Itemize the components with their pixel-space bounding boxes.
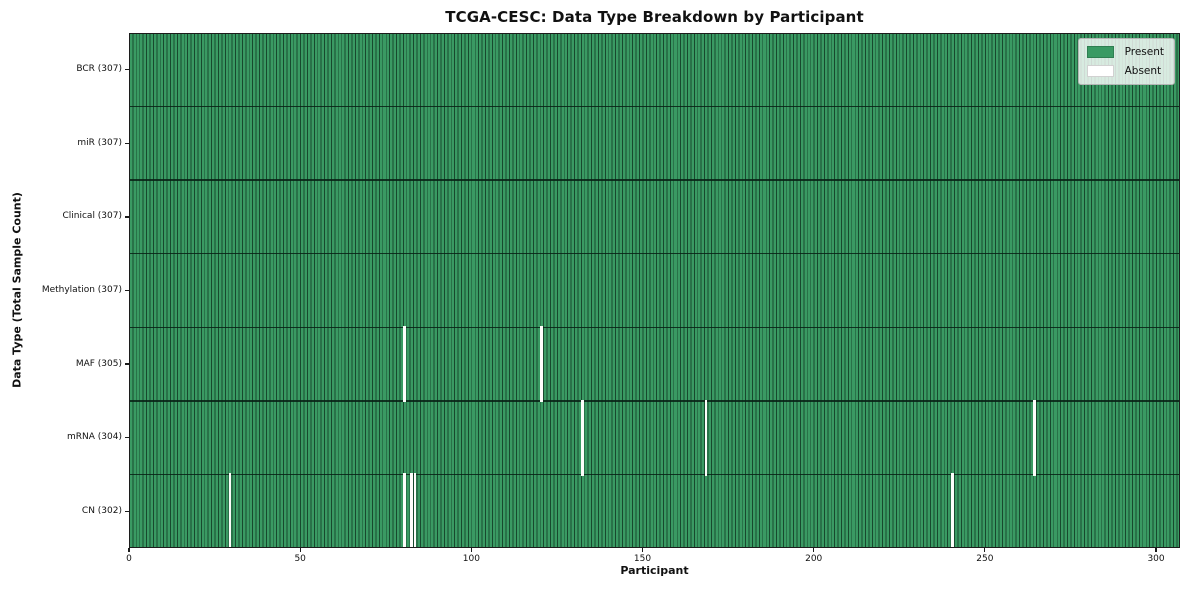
legend-entry-absent: Absent <box>1086 65 1164 77</box>
legend-entry-present: Present <box>1086 46 1164 58</box>
absent-bar-MAF-p120 <box>540 325 543 403</box>
y-tick-mark <box>124 69 129 71</box>
legend-label-present: Present <box>1124 46 1164 58</box>
y-tick-mark <box>124 289 129 292</box>
x-tick-mark <box>984 548 986 552</box>
plot-area: Present Absent <box>129 33 1180 548</box>
absent-bar-MAF-p80 <box>403 325 406 403</box>
x-tick-mark <box>1155 548 1157 552</box>
row-separator <box>129 179 1180 181</box>
x-axis-label: Participant <box>620 564 689 577</box>
absent-bar-CN-p29 <box>228 473 232 548</box>
x-tick-label-300: 300 <box>1147 554 1165 564</box>
y-tick-mark <box>124 510 129 512</box>
row-separator <box>129 252 1180 255</box>
x-tick-label-0: 0 <box>126 554 132 564</box>
row-separator <box>129 400 1180 402</box>
x-tick-mark <box>470 548 472 552</box>
absent-bar-mRNA-p264 <box>1033 399 1036 476</box>
row-separator <box>129 326 1180 329</box>
y-tick-mark <box>124 216 129 218</box>
bar-edge-stripes <box>129 33 1180 548</box>
absent-bar-mRNA-p132 <box>581 399 584 476</box>
y-tick-label-CN: CN (302) <box>81 505 122 516</box>
legend: Present Absent <box>1077 38 1175 85</box>
row-separator <box>129 473 1180 476</box>
absent-bar-mRNA-p168 <box>704 399 708 476</box>
absent-bar-CN-p82 <box>410 473 413 548</box>
absent-bar-CN-p80 <box>403 473 406 548</box>
x-tick-label-250: 250 <box>976 554 994 564</box>
x-tick-label-100: 100 <box>462 554 480 564</box>
x-tick-mark <box>128 548 130 552</box>
y-tick-label-BCR: BCR (307) <box>76 64 122 75</box>
y-tick-mark <box>124 363 129 365</box>
y-tick-label-MAF: MAF (305) <box>75 358 122 369</box>
x-tick-label-200: 200 <box>805 554 823 564</box>
y-tick-label-miR: miR (307) <box>77 137 122 148</box>
legend-swatch-present-icon <box>1086 46 1114 58</box>
row-separators-layer <box>129 33 1180 548</box>
x-tick-mark <box>813 548 815 552</box>
x-tick-label-150: 150 <box>633 554 652 564</box>
x-tick-mark <box>641 548 644 552</box>
legend-label-absent: Absent <box>1124 65 1162 77</box>
absent-bar-CN-p240 <box>951 473 954 548</box>
absent-bars-layer <box>129 33 1180 548</box>
x-tick-label-50: 50 <box>294 554 306 564</box>
chart-title: TCGA-CESC: Data Type Breakdown by Partic… <box>445 8 864 26</box>
y-tick-label-Clinical: Clinical (307) <box>62 211 122 222</box>
legend-swatch-absent-icon <box>1086 65 1114 77</box>
absent-bar-CN-p83 <box>413 473 417 548</box>
row-separator <box>129 105 1180 108</box>
y-tick-label-Methylation: Methylation (307) <box>41 285 122 295</box>
y-tick-mark <box>124 142 129 144</box>
y-tick-label-mRNA: mRNA (304) <box>67 432 122 443</box>
x-tick-mark <box>299 548 301 552</box>
y-tick-mark <box>124 437 129 439</box>
